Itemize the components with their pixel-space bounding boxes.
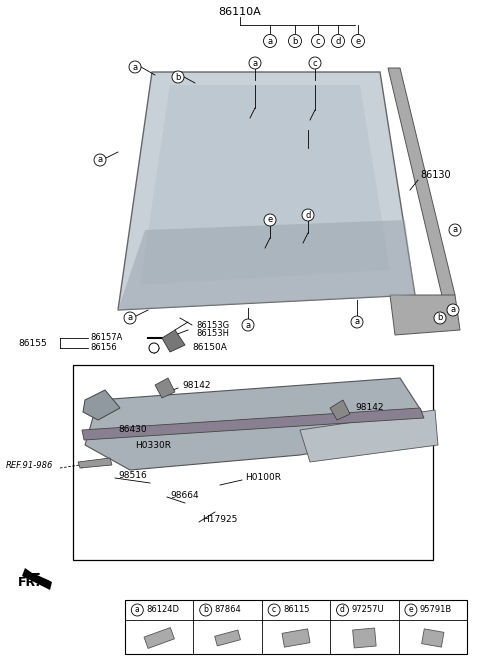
Circle shape [351, 316, 363, 328]
Polygon shape [144, 628, 174, 648]
Text: d: d [340, 605, 345, 615]
Polygon shape [118, 220, 415, 310]
Text: e: e [267, 216, 273, 224]
Text: 98664: 98664 [170, 491, 199, 499]
Text: 86115: 86115 [283, 605, 310, 615]
Polygon shape [162, 330, 185, 352]
Bar [73, 365, 433, 560]
Circle shape [434, 312, 446, 324]
Circle shape [332, 35, 345, 47]
Text: 86430: 86430 [118, 426, 146, 434]
Polygon shape [353, 628, 376, 648]
Bar [125, 600, 467, 654]
Text: a: a [97, 155, 103, 165]
Text: b: b [203, 605, 208, 615]
Text: a: a [132, 62, 138, 72]
Text: REF.91-986: REF.91-986 [6, 461, 53, 470]
Polygon shape [300, 410, 438, 462]
Circle shape [405, 604, 417, 616]
Circle shape [249, 57, 261, 69]
Text: 87864: 87864 [215, 605, 241, 615]
Polygon shape [282, 629, 310, 647]
Circle shape [129, 61, 141, 73]
Text: a: a [245, 321, 251, 329]
Text: a: a [450, 306, 456, 314]
Text: 97257U: 97257U [351, 605, 384, 615]
Circle shape [351, 35, 364, 47]
Polygon shape [118, 72, 415, 310]
Text: d: d [336, 37, 341, 45]
Text: H17925: H17925 [202, 516, 238, 525]
Polygon shape [390, 295, 460, 335]
Text: 86157A: 86157A [90, 333, 122, 342]
Text: a: a [453, 226, 457, 234]
Text: c: c [316, 37, 320, 45]
Text: a: a [252, 58, 258, 68]
Polygon shape [83, 390, 120, 420]
Circle shape [336, 604, 348, 616]
Text: 86153G: 86153G [196, 321, 229, 329]
Polygon shape [22, 568, 52, 590]
Text: d: d [305, 211, 311, 220]
Text: 86155: 86155 [18, 338, 47, 348]
Text: 86110A: 86110A [218, 7, 262, 17]
Polygon shape [140, 85, 390, 285]
Text: a: a [354, 318, 360, 327]
Text: b: b [175, 73, 180, 81]
Polygon shape [78, 458, 112, 468]
Text: 86156: 86156 [90, 344, 117, 352]
Circle shape [149, 343, 159, 353]
Circle shape [309, 57, 321, 69]
Text: b: b [437, 314, 443, 323]
Circle shape [94, 154, 106, 166]
Circle shape [124, 312, 136, 324]
Polygon shape [215, 630, 240, 646]
Text: FR.: FR. [18, 575, 41, 588]
Text: e: e [408, 605, 413, 615]
Text: 98516: 98516 [118, 470, 147, 480]
Polygon shape [388, 68, 455, 300]
Text: a: a [135, 605, 140, 615]
Circle shape [302, 209, 314, 221]
Text: 86130: 86130 [420, 170, 451, 180]
Text: b: b [292, 37, 298, 45]
Circle shape [264, 214, 276, 226]
Circle shape [312, 35, 324, 47]
Circle shape [242, 319, 254, 331]
Polygon shape [421, 629, 444, 647]
Polygon shape [330, 400, 350, 420]
Circle shape [447, 304, 459, 316]
Text: 98142: 98142 [355, 403, 384, 413]
Text: 86153H: 86153H [196, 329, 229, 337]
Text: H0330R: H0330R [135, 440, 171, 449]
Circle shape [172, 71, 184, 83]
Text: 95791B: 95791B [420, 605, 452, 615]
Text: e: e [355, 37, 360, 45]
Polygon shape [155, 378, 175, 398]
Text: H0100R: H0100R [245, 474, 281, 483]
Text: c: c [312, 58, 317, 68]
Text: 86150A: 86150A [192, 344, 227, 352]
Circle shape [268, 604, 280, 616]
Circle shape [200, 604, 212, 616]
Circle shape [132, 604, 144, 616]
Text: c: c [272, 605, 276, 615]
Circle shape [449, 224, 461, 236]
Polygon shape [85, 378, 435, 470]
Text: 98142: 98142 [182, 380, 211, 390]
Text: 86124D: 86124D [146, 605, 180, 615]
Circle shape [288, 35, 301, 47]
Polygon shape [82, 408, 424, 440]
Circle shape [264, 35, 276, 47]
Text: a: a [127, 314, 132, 323]
Text: a: a [267, 37, 273, 45]
